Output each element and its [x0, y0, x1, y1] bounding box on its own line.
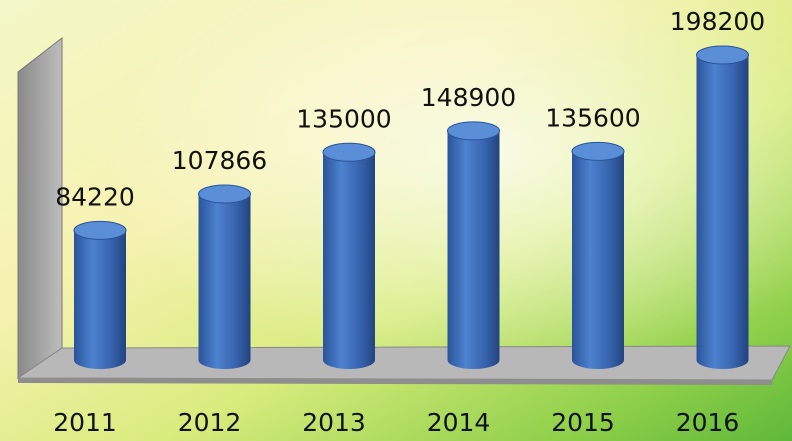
bar-top: [447, 121, 500, 141]
bar: [323, 152, 375, 369]
bar-top: [322, 142, 376, 162]
x-tick-label: 2012: [178, 408, 242, 437]
bar: [696, 55, 749, 369]
data-label: 107866: [172, 146, 267, 175]
bar: [572, 151, 624, 369]
x-tick-label: 2013: [302, 408, 366, 437]
bar: [198, 194, 251, 369]
x-tick-label: 2015: [551, 408, 615, 437]
bars: [73, 45, 749, 369]
bar: [447, 130, 500, 369]
data-label: 135600: [545, 103, 640, 132]
x-tick-label: 2011: [53, 408, 117, 437]
data-label: 135000: [296, 104, 391, 133]
x-tick-label: 2016: [676, 408, 740, 437]
data-label: 148900: [421, 83, 516, 112]
floor: [16, 345, 791, 381]
x-tick-label: 2014: [427, 408, 491, 437]
data-label: 84220: [55, 182, 135, 211]
bar: [74, 230, 126, 369]
bar-top: [198, 184, 251, 204]
bar-top: [73, 220, 127, 240]
data-label: 198200: [670, 7, 765, 36]
bar-top: [696, 45, 749, 65]
bar-top: [571, 141, 625, 161]
floor-edge: [18, 378, 772, 385]
